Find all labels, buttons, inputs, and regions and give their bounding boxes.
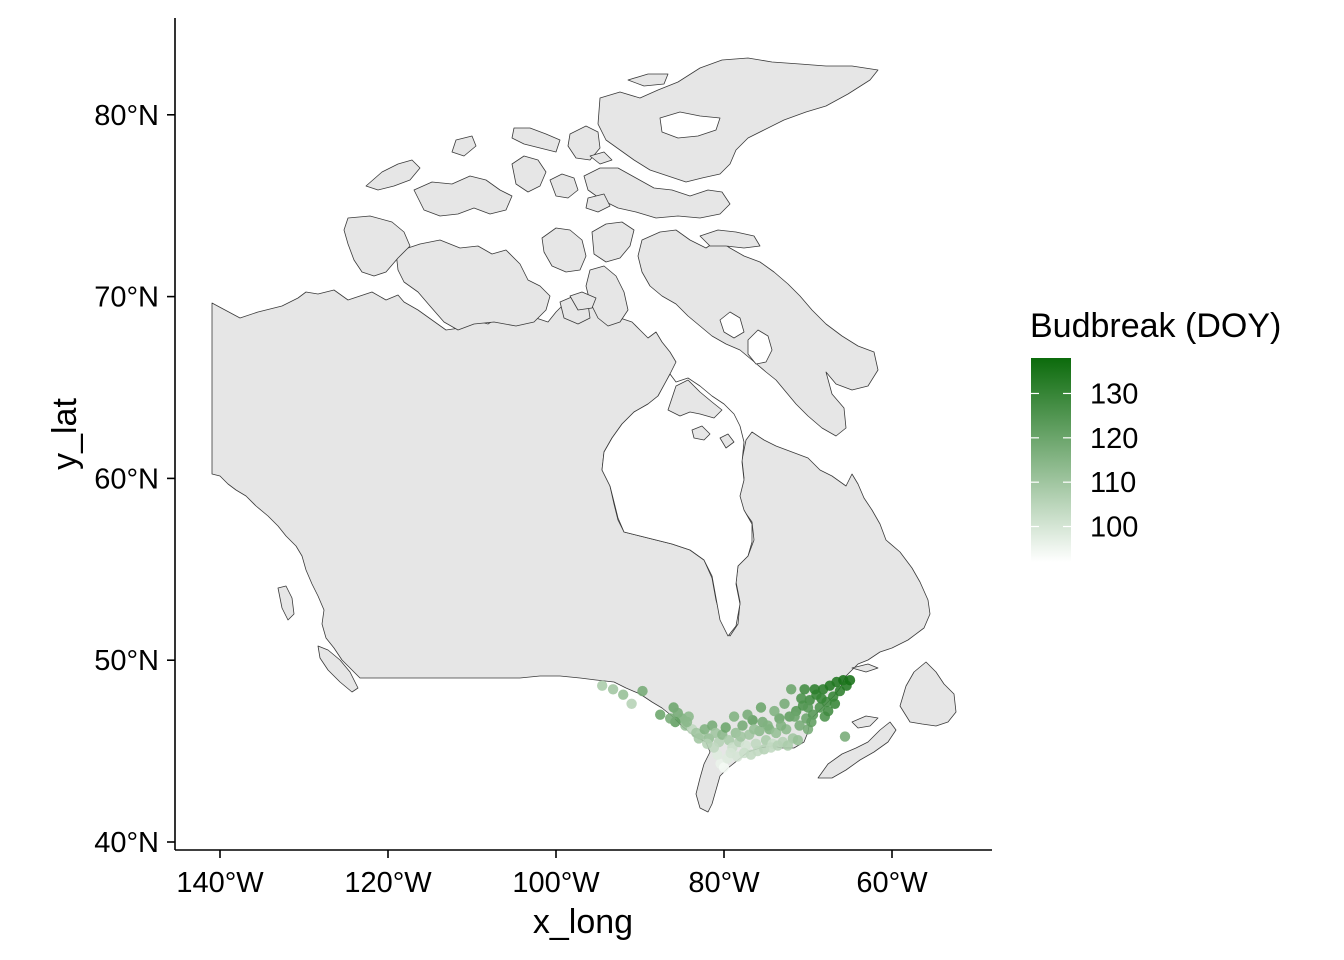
northern-islet: [451, 135, 477, 157]
legend-tick-label: 130: [1090, 378, 1138, 410]
budbreak-point: [789, 711, 800, 722]
hudson-bay-islet-2: [719, 433, 735, 449]
x-tick-label: 60°W: [856, 867, 928, 899]
legend-tick-label: 100: [1090, 512, 1138, 544]
haida-gwaii: [277, 585, 295, 621]
anticosti: [851, 663, 879, 673]
melville-island: [413, 175, 513, 217]
ringnes-island: [511, 127, 561, 153]
legend-title: Budbreak (DOY): [1030, 307, 1281, 345]
banks-island: [343, 215, 411, 277]
legend: Budbreak (DOY) 100 110 120 130: [1030, 307, 1281, 562]
budbreak-point: [749, 724, 760, 735]
axes: 140°W 120°W 100°W 80°W 60°W 40°N 50°N 60°N 70°N…: [46, 18, 992, 941]
small-arctic-island-3: [569, 291, 597, 311]
legend-colorbar: [1031, 358, 1071, 562]
budbreak-point: [597, 680, 608, 691]
x-tick-label: 80°W: [688, 867, 760, 899]
budbreak-point: [775, 720, 787, 731]
hudson-bay: [601, 373, 753, 637]
hudson-bay-island: [667, 379, 723, 419]
y-tick-label: 70°N: [94, 282, 159, 314]
budbreak-point: [693, 733, 704, 744]
y-axis-title: y_lat: [46, 398, 84, 470]
budbreak-point: [779, 698, 790, 709]
budbreak-point: [806, 716, 817, 728]
budbreak-point: [816, 693, 827, 704]
budbreak-point: [618, 689, 629, 700]
budbreak-point: [702, 738, 713, 749]
budbreak-point: [762, 720, 773, 731]
vancouver-island: [317, 645, 359, 693]
budbreak-point: [802, 702, 814, 713]
budbreak-point: [637, 685, 648, 697]
cornwallis-island: [549, 173, 579, 199]
y-tick-label: 60°N: [94, 463, 159, 495]
budbreak-point: [786, 684, 797, 695]
pei: [851, 715, 879, 729]
prince-patrick-island: [365, 159, 421, 191]
budbreak-point: [742, 709, 753, 720]
budbreak-point: [718, 762, 730, 773]
budbreak-point: [782, 740, 793, 751]
budbreak-point: [794, 720, 805, 731]
budbreak-point: [737, 720, 748, 731]
budbreak-point: [823, 705, 834, 717]
newfoundland: [899, 661, 957, 727]
baffin-inlet-water: [747, 329, 773, 365]
budbreak-point: [665, 713, 676, 724]
hudson-bay-islet: [691, 425, 711, 441]
x-ticks: 140°W 120°W 100°W 80°W 60°W: [176, 850, 928, 899]
devon-island: [583, 167, 731, 219]
points-layer: [597, 675, 856, 773]
y-ticks: 40°N 50°N 60°N 70°N 80°N: [94, 100, 175, 859]
legend-tick-label: 110: [1090, 467, 1136, 499]
small-arctic-island: [589, 151, 613, 165]
northern-islet-2: [627, 73, 669, 87]
budbreak-point: [728, 711, 740, 722]
axel-heiberg-island: [567, 125, 601, 161]
y-tick-label: 50°N: [94, 645, 159, 677]
budbreak-point: [809, 684, 820, 695]
southampton-island: [699, 229, 761, 249]
budbreak-point: [799, 684, 810, 695]
budbreak-point: [769, 705, 780, 717]
x-tick-label: 120°W: [344, 867, 432, 899]
budbreak-point: [829, 698, 841, 709]
legend-tick-label: 120: [1090, 423, 1138, 455]
ellesmere-island: [597, 57, 879, 183]
budbreak-point: [839, 731, 851, 742]
x-tick-label: 140°W: [176, 867, 264, 899]
budbreak-point: [655, 709, 666, 720]
victoria-island: [395, 239, 551, 331]
x-axis-title: x_long: [533, 903, 633, 941]
baffin-east-water: [719, 311, 745, 339]
prince-of-wales-island: [541, 227, 587, 273]
budbreak-point: [607, 684, 619, 695]
legend-ticks: 100 110 120 130: [1031, 378, 1138, 544]
budbreak-point: [720, 722, 731, 733]
nova-scotia: [817, 721, 897, 779]
small-arctic-island-2: [585, 193, 611, 213]
budbreak-point: [770, 727, 782, 739]
budbreak-point: [681, 716, 693, 728]
budbreak-point: [735, 731, 746, 742]
budbreak-point: [792, 735, 804, 746]
budbreak-point: [626, 698, 637, 709]
bathurst-island: [511, 155, 547, 193]
y-tick-label: 40°N: [94, 827, 159, 859]
budbreak-point: [772, 740, 783, 751]
budbreak-point: [796, 693, 807, 704]
budbreak-point: [755, 702, 767, 713]
map-layer: [211, 57, 957, 813]
x-tick-label: 100°W: [512, 867, 600, 899]
ellesmere-fjord-water: [659, 111, 721, 139]
somerset-island: [591, 221, 635, 263]
budbreak-point: [844, 675, 856, 686]
y-tick-label: 80°N: [94, 100, 159, 132]
